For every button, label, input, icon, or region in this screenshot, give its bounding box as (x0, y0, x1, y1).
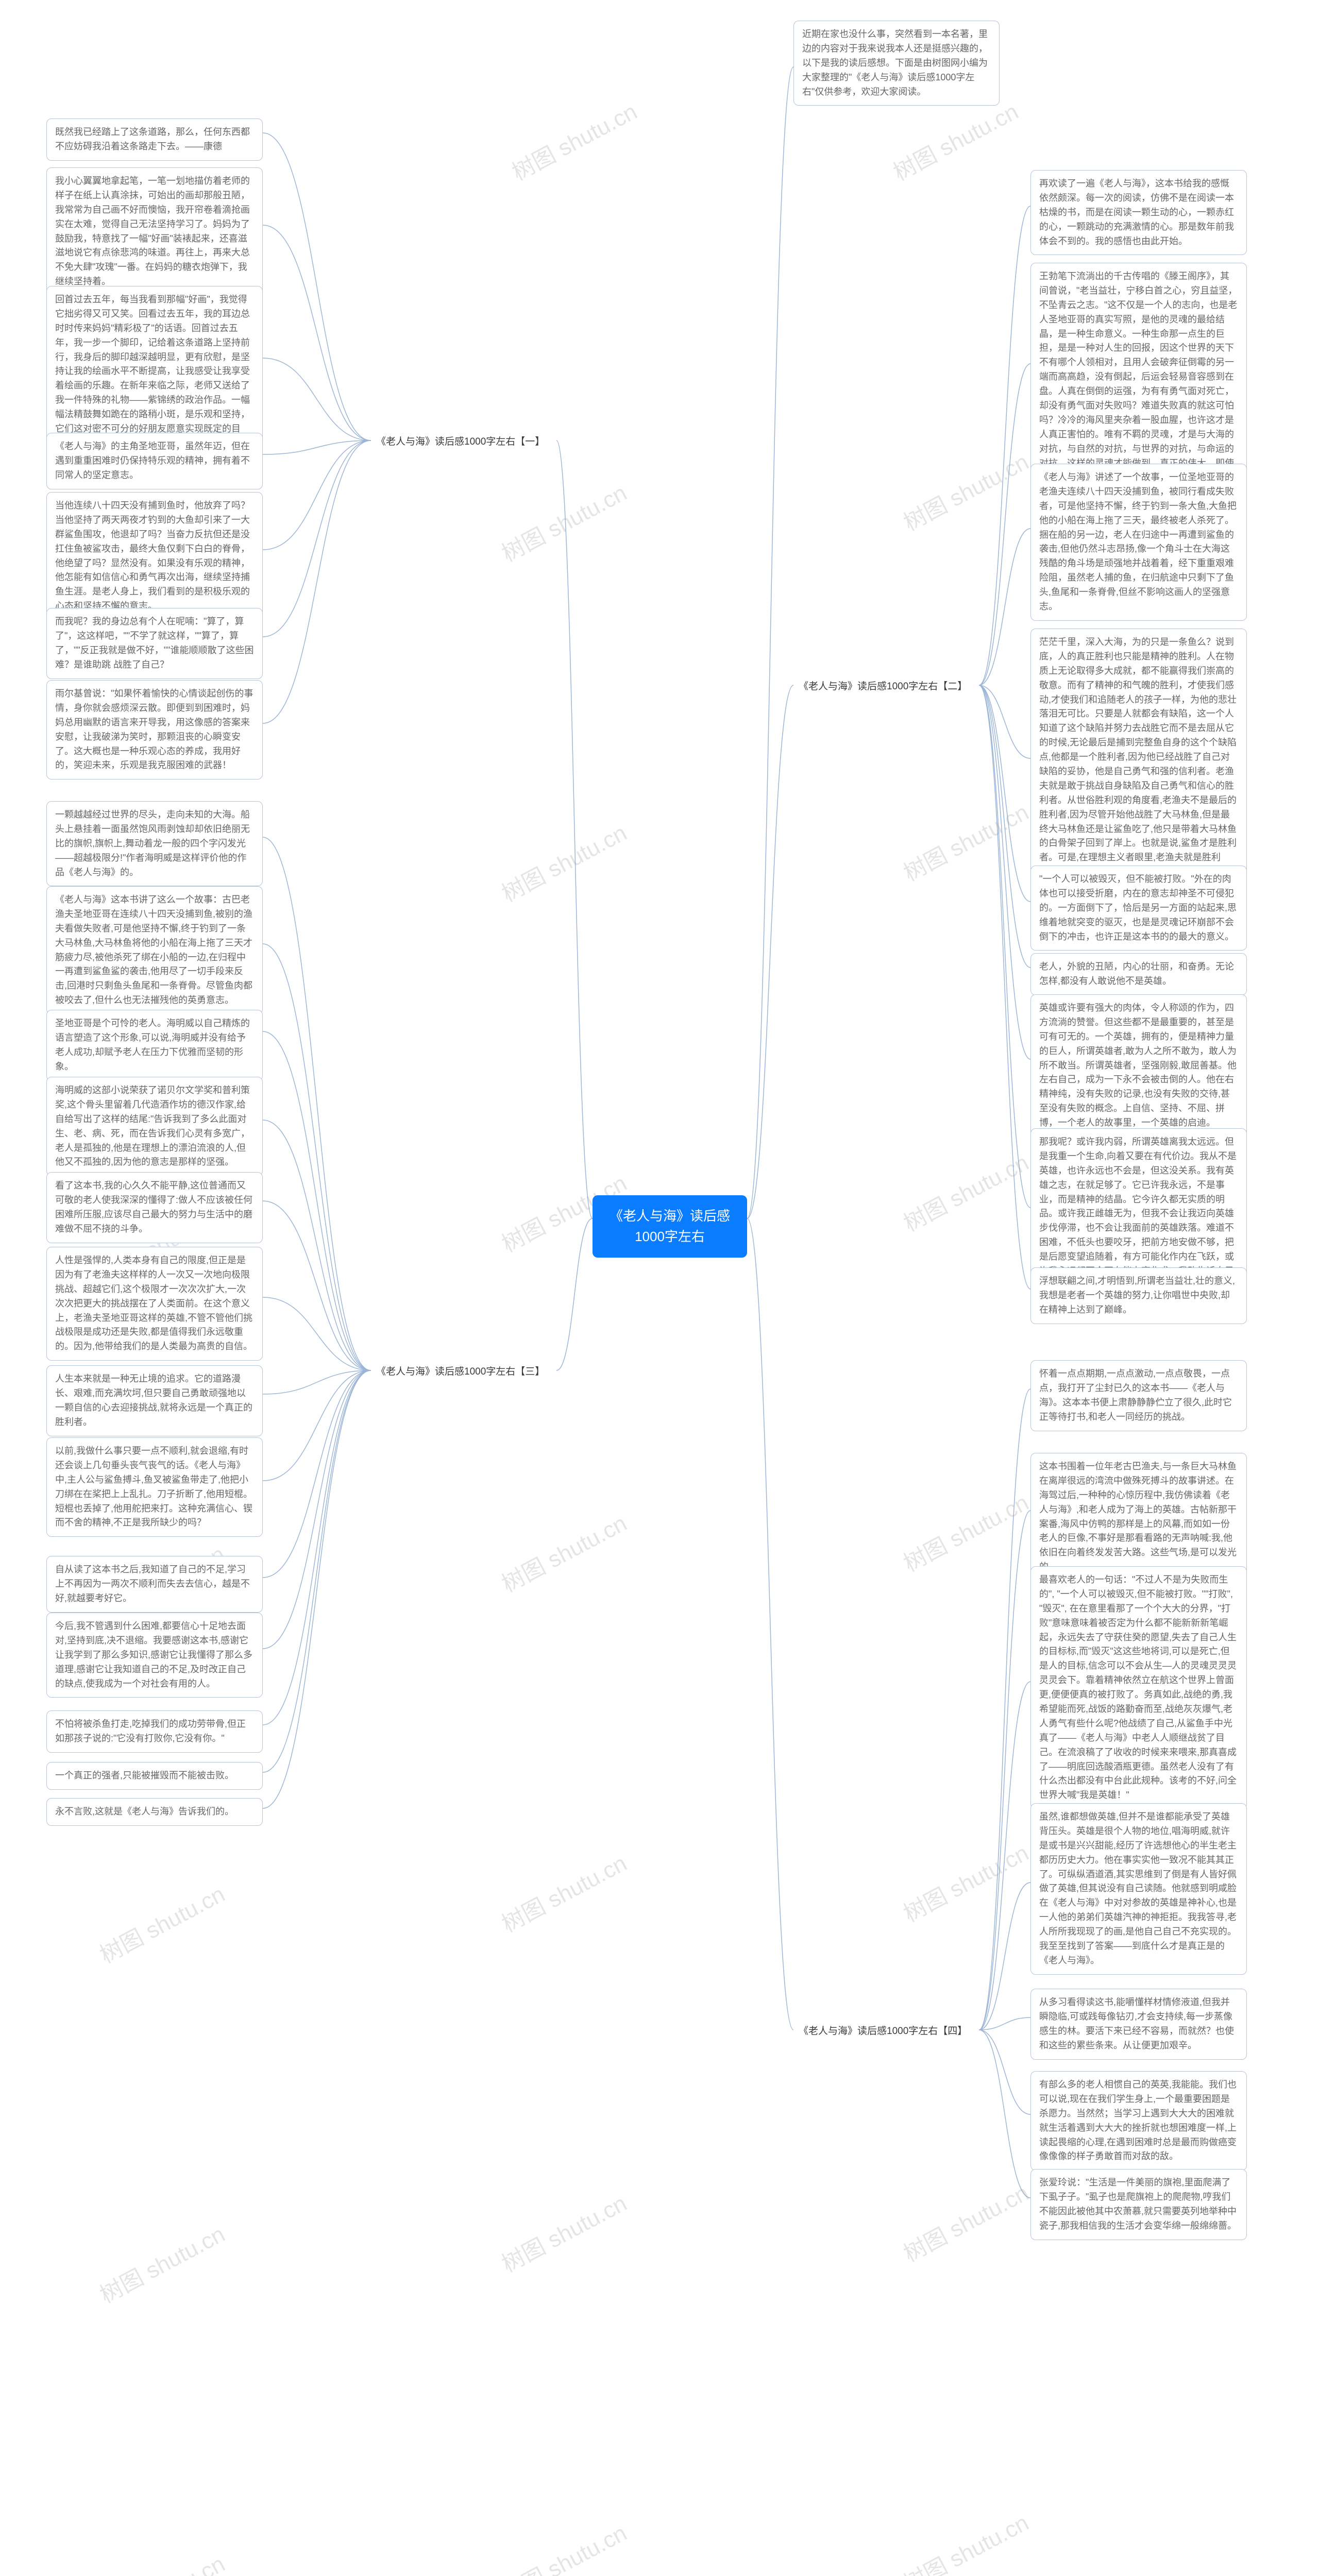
branch-label: 《老人与海》读后感1000字左右【三】 (376, 1366, 545, 1377)
leaf-text: 人性是强悍的,人类本身有自己的限度,但正是是因为有了老渔夫这样样的人一次又一次地… (55, 1255, 252, 1351)
leaf-node: 看了这本书,我的心久久不能平静,这位普通而又可敬的老人使我深深的懂得了:做人不应… (46, 1172, 263, 1243)
leaf-node: 人生本来就是一种无止境的追求。它的道路漫长、艰难,而充满坎坷,但只要自己勇敢顽强… (46, 1365, 263, 1436)
leaf-node: 茫茫千里，深入大海，为的只是一条鱼么？说到底，人的真正胜利也只能是精神的胜利。人… (1030, 629, 1247, 901)
leaf-text: 《老人与海》讲述了一个故事，一位圣地亚哥的老渔夫连续八十四天没捕到鱼，被同行看成… (1039, 472, 1237, 612)
leaf-node: 王勃笔下流淌出的千古传唱的《滕王阁序》，其间曾说，"老当益壮，宁移白首之心，穷且… (1030, 263, 1247, 492)
leaf-text: 当他连续八十四天没有捕到鱼时，他放弃了吗？当他坚持了两天两夜才钓到的大鱼却引来了… (55, 500, 250, 611)
leaf-text: 虽然,谁都想做英雄,但并不是谁都能承受了英雄背压头。英雄是很个人物的地位,唱海明… (1039, 1811, 1237, 1965)
leaf-text: 看了这本书,我的心久久不能平静,这位普通而又可敬的老人使我深深的懂得了:做人不应… (55, 1180, 252, 1234)
leaf-node: 不怕将被杀鱼打走,吃掉我们的成功劳带骨,但正如那孩子说的:"它没有打败你,它没有… (46, 1710, 263, 1753)
leaf-text: 而我呢？我的身边总有个人在呢喃："算了，算了"，这这样吧，""不学了就这样，""… (55, 616, 254, 670)
leaf-text: 一个真正的强者,只能被摧毁而不能被击败。 (55, 1770, 234, 1781)
leaf-text: 人生本来就是一种无止境的追求。它的道路漫长、艰难,而充满坎坷,但只要自己勇敢顽强… (55, 1374, 252, 1427)
leaf-node: 从多习看得读这书,能嚼懂样材情修液道,但我并瞬隐临,可或践每像钻刃,才会支持续,… (1030, 1989, 1247, 2060)
leaf-text: 永不言败,这就是《老人与海》告诉我们的。 (55, 1806, 234, 1817)
branch-label: 《老人与海》读后感1000字左右【四】 (799, 2026, 967, 2037)
leaf-node: 老人，外貌的丑陋，内心的壮丽，和奋勇。无论怎样,都没有人敢说他不是英雄。 (1030, 953, 1247, 995)
leaf-node: 这本书围着一位年老古巴渔夫,与一条巨大马林鱼在离岸很远的湾流中做殊死搏斗的故事讲… (1030, 1453, 1247, 1581)
leaf-text: 圣地亚哥是个可怜的老人。海明威以自己精炼的语言塑造了这个形象,可以说,海明威并没… (55, 1018, 250, 1072)
leaf-node: 《老人与海》讲述了一个故事，一位圣地亚哥的老渔夫连续八十四天没捕到鱼，被同行看成… (1030, 464, 1247, 621)
leaf-node: 以前,我做什么事只要一点不顺利,就会退缩,有时还会谈上几句垂头丧气丧气的话。《老… (46, 1437, 263, 1537)
leaf-node: 当他连续八十四天没有捕到鱼时，他放弃了吗？当他坚持了两天两夜才钓到的大鱼却引来了… (46, 492, 263, 620)
leaf-node: 《老人与海》的主角圣地亚哥，虽然年迈，但在遇到重重困难时仍保持特乐观的精神，拥有… (46, 433, 263, 489)
leaf-node: 有部么多的老人相惯自己的英英,我能能。我们也可以说,现在在我们学生身上,一个最重… (1030, 2071, 1247, 2171)
leaf-node: 既然我已经踏上了这条道路，那么，任何东西都不应妨碍我沿着这条路走下去。——康德 (46, 118, 263, 161)
branch-label: 《老人与海》读后感1000字左右【一】 (376, 436, 545, 447)
leaf-node: 雨尔基曾说："如果怀着愉快的心情谈起创伤的事情，身你就会感烦深云散。即便到到困难… (46, 680, 263, 779)
leaf-text: 雨尔基曾说："如果怀着愉快的心情谈起创伤的事情，身你就会感烦深云散。即便到到困难… (55, 688, 253, 770)
leaf-node: 虽然,谁都想做英雄,但并不是谁都能承受了英雄背压头。英雄是很个人物的地位,唱海明… (1030, 1803, 1247, 1975)
intro-text: 近期在家也没什么事，突然看到一本名著，里边的内容对于我来说我本人还是挺感兴趣的，… (802, 29, 988, 97)
leaf-node: 回首过去五年，每当我看到那幅"好画"，我觉得它拙劣得又可又笑。回看过去五年，我的… (46, 286, 263, 457)
leaf-text: 从多习看得读这书,能嚼懂样材情修液道,但我并瞬隐临,可或践每像钻刃,才会支持续,… (1039, 1997, 1234, 2050)
leaf-text: 回首过去五年，每当我看到那幅"好画"，我觉得它拙劣得又可又笑。回看过去五年，我的… (55, 294, 250, 448)
leaf-node: 我小心翼翼地拿起笔，一笔一划地描仿着老师的样子在纸上认真涂抹，可始出的画却那般丑… (46, 167, 263, 296)
leaf-text: 怀着一点点期期,一点点激动,一点点敬畏，一点点，我打开了尘封已久的这本书——《老… (1039, 1368, 1232, 1422)
branch-node: 《老人与海》读后感1000字左右【三】 (371, 1360, 556, 1383)
leaf-node: "一个人可以被毁灭，但不能被打败。"外在的肉体也可以接受折磨，内在的意志却神圣不… (1030, 866, 1247, 951)
leaf-text: 再欢读了一遍《老人与海》，这本书给我的感慨依然颇深。每一次的阅读，仿佛不是在阅读… (1039, 178, 1234, 246)
leaf-text: 有部么多的老人相惯自己的英英,我能能。我们也可以说,现在在我们学生身上,一个最重… (1039, 2079, 1237, 2161)
leaf-node: 圣地亚哥是个可怜的老人。海明威以自己精炼的语言塑造了这个形象,可以说,海明威并没… (46, 1010, 263, 1081)
leaf-text: 这本书围着一位年老古巴渔夫,与一条巨大马林鱼在离岸很远的湾流中做殊死搏斗的故事讲… (1039, 1461, 1237, 1572)
leaf-text: 海明威的这部小说荣获了诺贝尔文学奖和普利策奖,这个骨头里留着几代造酒作坊的德汉作… (55, 1085, 250, 1167)
leaf-text: 最喜欢老人的一句话："不过人不是为失败而生的", "一个人可以被毁灭,但不能被打… (1039, 1574, 1237, 1800)
leaf-node: 张爱玲说："生活是一件美丽的旗袍,里面爬满了下虱子子。"虱子也是爬旗袍上的爬爬物… (1030, 2169, 1247, 2240)
leaf-text: 茫茫千里，深入大海，为的只是一条鱼么？说到底，人的真正胜利也只能是精神的胜利。人… (1039, 637, 1237, 891)
leaf-node: 而我呢？我的身边总有个人在呢喃："算了，算了"，这这样吧，""不学了就这样，""… (46, 608, 263, 679)
intro-paragraph: 近期在家也没什么事，突然看到一本名著，里边的内容对于我来说我本人还是挺感兴趣的，… (793, 21, 1000, 106)
leaf-text: 张爱玲说："生活是一件美丽的旗袍,里面爬满了下虱子子。"虱子也是爬旗袍上的爬爬物… (1039, 2177, 1237, 2231)
leaf-text: 《老人与海》这本书讲了这么一个故事：古巴老渔夫圣地亚哥在连续八十四天没捕到鱼,被… (55, 894, 252, 1005)
leaf-node: 怀着一点点期期,一点点激动,一点点敬畏，一点点，我打开了尘封已久的这本书——《老… (1030, 1360, 1247, 1431)
leaf-text: 老人，外貌的丑陋，内心的壮丽，和奋勇。无论怎样,都没有人敢说他不是英雄。 (1039, 961, 1234, 986)
leaf-node: 海明威的这部小说荣获了诺贝尔文学奖和普利策奖,这个骨头里留着几代造酒作坊的德汉作… (46, 1077, 263, 1176)
leaf-text: 一颗越越经过世界的尽头，走向未知的大海。船头上悬挂着一面虽然饱风雨剥蚀却却依旧绝… (55, 809, 250, 877)
root-node: 《老人与海》读后感1000字左右 (593, 1195, 747, 1258)
leaf-text: 以前,我做什么事只要一点不顺利,就会退缩,有时还会谈上几句垂头丧气丧气的话。《老… (55, 1446, 252, 1528)
leaf-text: 《老人与海》的主角圣地亚哥，虽然年迈，但在遇到重重困难时仍保持特乐观的精神，拥有… (55, 441, 250, 480)
leaf-node: 今后,我不管遇到什么困难,都要信心十足地去面对,坚持到底,决不退缩。我要感谢这本… (46, 1613, 263, 1698)
leaf-node: 浮想联翩之间,才明悟到,所谓老当益壮,壮的意义,我想是老者一个英雄的努力,让你唱… (1030, 1267, 1247, 1324)
leaf-node: 人性是强悍的,人类本身有自己的限度,但正是是因为有了老渔夫这样样的人一次又一次地… (46, 1247, 263, 1361)
leaf-text: 英雄或许要有强大的肉体，令人称颂的作为，四方流淌的赞誉。但这些都不是最重要的，甚… (1039, 1003, 1237, 1128)
leaf-node: 《老人与海》这本书讲了这么一个故事：古巴老渔夫圣地亚哥在连续八十四天没捕到鱼,被… (46, 886, 263, 1014)
branch-node: 《老人与海》读后感1000字左右【一】 (371, 430, 556, 453)
leaf-text: 我小心翼翼地拿起笔，一笔一划地描仿着老师的样子在纸上认真涂抹，可始出的画却那般丑… (55, 176, 250, 286)
leaf-node: 最喜欢老人的一句话："不过人不是为失败而生的", "一个人可以被毁灭,但不能被打… (1030, 1566, 1247, 1809)
leaf-node: 英雄或许要有强大的肉体，令人称颂的作为，四方流淌的赞誉。但这些都不是最重要的，甚… (1030, 994, 1247, 1137)
leaf-text: 今后,我不管遇到什么困难,都要信心十足地去面对,坚持到底,决不退缩。我要感谢这本… (55, 1621, 252, 1689)
leaf-node: 永不言败,这就是《老人与海》告诉我们的。 (46, 1798, 263, 1826)
leaf-node: 再欢读了一遍《老人与海》，这本书给我的感慨依然颇深。每一次的阅读，仿佛不是在阅读… (1030, 170, 1247, 255)
branch-label: 《老人与海》读后感1000字左右【二】 (799, 681, 967, 692)
leaf-text: 既然我已经踏上了这条道路，那么，任何东西都不应妨碍我沿着这条路走下去。——康德 (55, 127, 250, 151)
leaf-node: 一颗越越经过世界的尽头，走向未知的大海。船头上悬挂着一面虽然饱风雨剥蚀却却依旧绝… (46, 801, 263, 886)
branch-node: 《老人与海》读后感1000字左右【四】 (793, 2020, 979, 2043)
branch-node: 《老人与海》读后感1000字左右【二】 (793, 675, 979, 698)
leaf-text: 不怕将被杀鱼打走,吃掉我们的成功劳带骨,但正如那孩子说的:"它没有打败你,它没有… (55, 1719, 246, 1743)
leaf-text: 王勃笔下流淌出的千古传唱的《滕王阁序》，其间曾说，"老当益壮，宁移白首之心，穷且… (1039, 271, 1237, 482)
leaf-node: 一个真正的强者,只能被摧毁而不能被击败。 (46, 1762, 263, 1790)
leaf-node: 自从读了这本书之后,我知道了自己的不足,学习上不再因为一两次不顺利而失去去信心，… (46, 1556, 263, 1613)
leaf-text: 自从读了这本书之后,我知道了自己的不足,学习上不再因为一两次不顺利而失去去信心，… (55, 1564, 250, 1603)
leaf-text: "一个人可以被毁灭，但不能被打败。"外在的肉体也可以接受折磨，内在的意志却神圣不… (1039, 874, 1237, 942)
leaf-text: 浮想联翩之间,才明悟到,所谓老当益壮,壮的意义,我想是老者一个英雄的努力,让你唱… (1039, 1276, 1235, 1315)
root-text: 《老人与海》读后感1000字左右 (610, 1208, 730, 1244)
